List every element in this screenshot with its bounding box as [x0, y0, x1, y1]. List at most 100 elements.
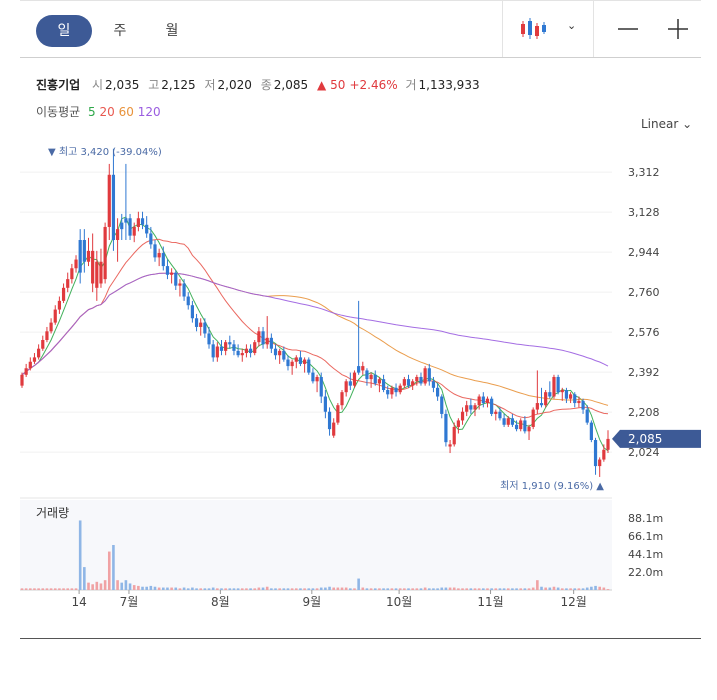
volume-bar: [45, 588, 49, 590]
candle-body: [568, 394, 573, 399]
candle-body: [419, 376, 423, 384]
candle-body: [477, 396, 481, 406]
close-value: 2,085: [273, 78, 309, 92]
volume-tick-label: 66.1m: [628, 530, 663, 543]
stock-name: 진흥기업: [36, 78, 81, 92]
candle-body: [303, 359, 307, 364]
time-tick-label: 10월: [386, 595, 412, 609]
candle-body: [28, 361, 32, 369]
low-label: 저: [204, 78, 216, 92]
candle-body: [352, 372, 357, 386]
volume-bar: [423, 587, 427, 590]
ma-60-label: 60: [118, 105, 134, 119]
time-tick-label: 8월: [211, 595, 230, 609]
candle-body: [140, 218, 145, 225]
candle-body: [361, 366, 365, 371]
volume-bar: [29, 588, 32, 590]
volume-bar: [606, 589, 610, 590]
volume-bar: [294, 588, 298, 590]
price-tick-label: 2,760: [628, 286, 660, 299]
volume-bar: [548, 587, 552, 590]
volume-bar: [157, 587, 161, 590]
close-label: 종: [260, 78, 272, 92]
price-chart[interactable]: 3,312 3,128 2,944 2,760 2,576 2,392 2,208 2,024…: [0, 0, 717, 640]
candle-body: [149, 233, 153, 245]
volume-bar: [107, 551, 111, 590]
scale-label: Linear: [641, 117, 679, 131]
volume-bar: [132, 585, 136, 590]
volume-bar: [490, 588, 493, 590]
candle-body: [577, 400, 581, 404]
candle-body: [510, 418, 515, 425]
volume-panel-title: 거래량: [36, 506, 69, 520]
volume-bar: [253, 588, 257, 590]
chart-type-dropdown[interactable]: ⌄: [502, 1, 594, 57]
volume-bar: [232, 588, 236, 590]
candle-body: [481, 396, 485, 404]
volume-bar: [220, 588, 223, 590]
candle-body: [74, 259, 78, 269]
high-value: 2,125: [161, 78, 196, 92]
price-tick-label: 2,576: [628, 326, 660, 339]
candle-body: [498, 411, 502, 419]
volume-bar: [411, 588, 414, 590]
candle-body: [66, 279, 70, 288]
candle-body: [585, 409, 589, 423]
candle-body: [556, 376, 560, 393]
period-week-tab[interactable]: 주: [113, 23, 127, 39]
candle-body: [49, 322, 53, 332]
volume-bar: [452, 587, 456, 590]
volume-bar: [344, 587, 348, 590]
volume-bar: [207, 588, 211, 590]
candle-body: [502, 418, 506, 425]
volume-bar: [560, 588, 564, 590]
volume-bar: [112, 545, 115, 590]
volume-tick-label: 88.1m: [628, 512, 663, 525]
volume-tick-label: 44.1m: [628, 548, 663, 561]
zoom-out-minus-icon[interactable]: [610, 11, 646, 47]
candle-body: [265, 337, 269, 345]
volume-bar: [170, 587, 173, 590]
volume-bar: [357, 578, 360, 590]
volume-bar: [602, 587, 606, 590]
candle-body: [240, 353, 244, 356]
period-month-tab[interactable]: 월: [165, 23, 179, 39]
volume-bar: [369, 588, 373, 590]
volume-bar: [74, 588, 78, 590]
candle-body: [290, 361, 294, 367]
zoom-in-plus-icon[interactable]: [660, 11, 696, 47]
max-price-annotation: ▼ 최고 3,420 (-39.04%): [48, 146, 162, 158]
price-tick-label: 3,312: [628, 166, 660, 179]
moving-average-legend: 이동평균 5 20 60 120: [36, 103, 161, 120]
volume-bar: [62, 588, 65, 590]
volume-bar: [394, 588, 398, 590]
volume-bar: [365, 588, 369, 590]
volume-bar: [299, 588, 302, 590]
volume-bar: [556, 587, 560, 590]
volume-bar: [436, 588, 439, 590]
candle-body: [248, 348, 253, 354]
period-day-tab[interactable]: 일: [36, 15, 92, 47]
candle-body: [340, 392, 344, 406]
candle-body: [589, 422, 593, 440]
candle-body: [336, 405, 340, 423]
volume-tick-label: 22.0m: [628, 566, 663, 579]
volume-bar: [103, 580, 107, 590]
volume-bar: [527, 588, 531, 590]
candle-body: [560, 390, 564, 393]
ma-20-line: [21, 238, 609, 419]
volume-bar: [477, 588, 481, 590]
candle-body: [170, 272, 174, 275]
candle-body: [402, 379, 406, 386]
candle-body: [232, 344, 236, 351]
volume-bars: [20, 520, 610, 590]
up-triangle-icon: ▲: [593, 481, 604, 492]
candle-body: [82, 240, 86, 262]
scale-dropdown[interactable]: Linear ⌄: [641, 117, 692, 131]
candle-body: [327, 411, 332, 430]
volume-bar: [274, 588, 277, 590]
candle-body: [415, 376, 419, 382]
volume-bar: [536, 580, 539, 590]
candle-body: [485, 398, 490, 404]
volume-bar: [286, 588, 290, 590]
